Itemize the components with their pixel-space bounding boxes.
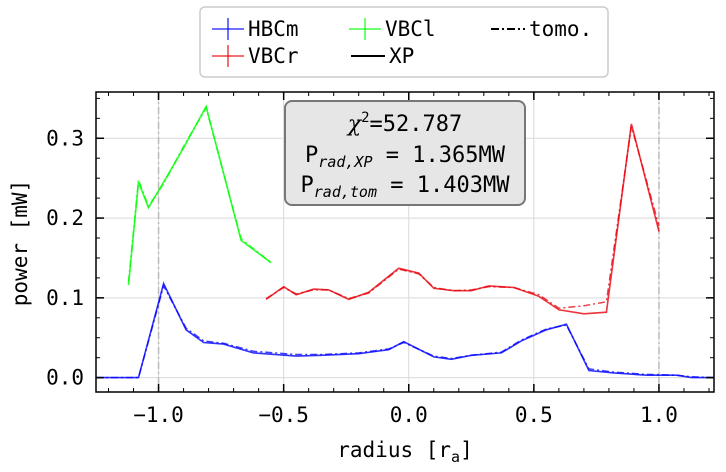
legend-entry-tomo: tomo.: [491, 17, 592, 41]
prad-tomo-text: Prad,tom = 1.403MW: [301, 173, 511, 201]
series-vbcl: [127, 104, 272, 286]
chi-squared-text: χ2=52.787: [346, 110, 463, 137]
separatrix-markers: [157, 92, 660, 392]
legend-box: [199, 6, 609, 78]
legend-entry-xp: XP: [351, 44, 414, 68]
series-vbcr-xp-line: [265, 123, 660, 315]
legend-label-vbcl: VBCl: [385, 17, 436, 41]
x-tick-label-3: 0.5: [515, 403, 553, 427]
x-tick-label-2: 0.0: [390, 403, 428, 427]
plot-frame: [95, 91, 715, 393]
legend: HBCm VBCr VBCl XP tomo.: [199, 6, 609, 78]
series-hbcm: [96, 281, 714, 379]
x-tick-label-4: 1.0: [640, 403, 678, 427]
legend-label-xp: XP: [389, 44, 414, 68]
y-axis-label: power [mW]: [8, 180, 32, 306]
x-tick-label-0: −1.0: [133, 403, 184, 427]
stats-box: [284, 100, 526, 206]
y-tick-label-1: 0.1: [46, 286, 84, 310]
legend-entry-hbcm: HBCm: [212, 17, 299, 41]
y-axis: 0.0 0.1 0.2 0.3: [46, 97, 714, 390]
series-hbcm-xp-line: [96, 281, 714, 379]
stats-annotation: χ2=52.787 Prad,XP = 1.365MW Prad,tom = 1…: [284, 100, 526, 206]
legend-label-vbcr: VBCr: [248, 44, 299, 68]
legend-label-tomo: tomo.: [529, 17, 592, 41]
series-vbcl-tomo-line: [127, 106, 272, 282]
y-tick-label-0: 0.0: [46, 366, 84, 390]
series-layer: [96, 104, 714, 379]
y-tick-label-2: 0.2: [46, 206, 84, 230]
prad-xp-text: Prad,XP = 1.365MW: [305, 143, 506, 171]
series-vbcr: [265, 123, 660, 315]
series-vbcl-xp-line: [127, 104, 272, 286]
x-axis-label: radius [ra]: [337, 438, 472, 466]
legend-entry-vbcl: VBCl: [349, 17, 436, 41]
legend-label-hbcm: HBCm: [248, 17, 299, 41]
legend-entry-vbcr: VBCr: [212, 44, 299, 68]
y-tick-label-3: 0.3: [46, 126, 84, 150]
x-tick-label-1: −0.5: [258, 403, 309, 427]
x-axis: −1.0 −0.5 0.0 0.5 1.0: [108, 92, 710, 427]
